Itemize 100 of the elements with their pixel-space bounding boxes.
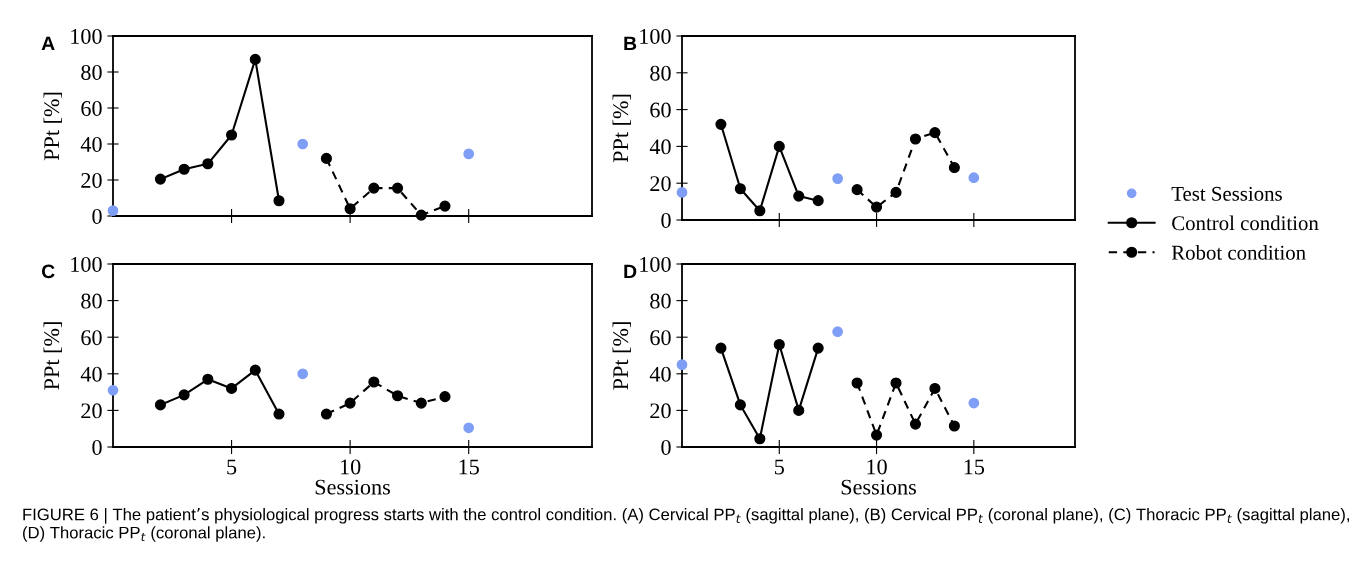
y-tick-label: 80 [650,293,671,309]
x-tick-label: 15 [964,459,985,475]
y-tick-label: 20 [81,172,102,188]
legend-label: Test Sessions [1171,186,1282,201]
y-axis-title: PPt [%] [612,94,631,163]
point [107,205,119,216]
point [226,382,238,394]
chart-title: C [41,264,55,279]
point [948,162,960,174]
point [202,158,214,170]
point [948,420,960,432]
point [968,172,980,184]
point [249,364,261,376]
point [793,404,805,416]
chart-title: B [624,36,637,51]
y-tick-label: 60 [650,330,671,346]
point [297,368,309,380]
y-tick-label: 20 [650,176,671,192]
point [415,209,427,221]
y-tick-label: 0 [661,439,671,455]
point [754,205,766,217]
point [368,182,380,194]
y-axis-title: PPt [%] [612,322,631,390]
y-tick-label: 100 [71,28,102,44]
point [909,418,922,430]
y-tick-label: 80 [81,293,102,309]
x-axis-title: Sessions [315,479,390,495]
y-axis-title: PPt [%] [43,322,62,390]
point [734,399,746,411]
point [344,397,356,409]
y-tick-label: 80 [81,64,102,80]
chart-title: D [624,264,637,279]
point [715,118,727,130]
x-tick-label: 10 [867,459,887,475]
point [812,195,824,207]
point [320,152,332,164]
point [273,195,285,207]
x-tick-label: 10 [340,459,361,475]
point [676,187,688,198]
text: FIGURE 6 | The patient’s physiological progress starts with the control condition. (A) Cervical PP$_{t}$ (sagittal plane), (B) Cervical PP$_{t}$ (coronal plane), (C) Thoracic PP$_{t}$ (sagittal plane), (D) Thoracic PP$_{t}$ (coronal plane). [23,508,1349,542]
point [226,129,238,141]
x-tick-label: 15 [459,459,479,475]
point [107,384,119,396]
y-tick-label: 80 [650,65,671,81]
y-tick-label: 40 [649,366,671,382]
point [890,377,902,389]
point [676,359,688,371]
y-tick-label: 40 [80,136,102,152]
legend-label: Control condition [1172,215,1319,231]
y-tick-label: 20 [650,403,671,419]
y-tick-label: 0 [92,439,102,455]
x-axis-title: Sessions [841,479,916,495]
y-tick-label: 60 [81,100,102,116]
x-tick-label: 5 [775,459,784,475]
y-tick-label: 0 [92,208,102,224]
point [297,138,309,150]
point [851,184,863,196]
point [391,390,404,402]
point [968,397,980,409]
y-tick-label: 20 [81,403,102,419]
y-tick-label: 60 [81,330,102,346]
point [249,53,261,65]
point [368,376,380,388]
point [870,201,883,213]
point [773,140,785,152]
x-tick-label: 5 [227,459,237,475]
point [320,408,332,420]
point [812,342,824,354]
point [391,182,404,194]
point [439,200,451,212]
point [929,127,941,139]
point [463,422,475,434]
point [154,173,166,185]
point [415,397,427,409]
point [851,377,863,389]
y-tick-label: 40 [80,366,102,382]
point [178,389,190,401]
point [154,399,166,411]
point [439,391,451,403]
legend-label: Robot condition [1171,245,1306,260]
point [793,190,805,202]
point [890,186,902,198]
point [273,408,285,420]
point [909,133,922,145]
point [715,342,727,354]
y-tick-label: 100 [640,28,671,44]
y-tick-label: 40 [649,139,671,155]
y-tick-label: 0 [661,212,671,228]
point [463,148,475,160]
y-tick-label: 100 [640,256,671,272]
point [202,373,214,385]
point [773,338,785,351]
point [832,173,843,184]
point [754,433,766,445]
y-axis-title: PPt [%] [43,92,62,161]
y-tick-label: 100 [71,256,102,272]
point [929,382,941,394]
point [344,203,356,215]
point [832,326,843,338]
chart-title: A [41,36,55,51]
